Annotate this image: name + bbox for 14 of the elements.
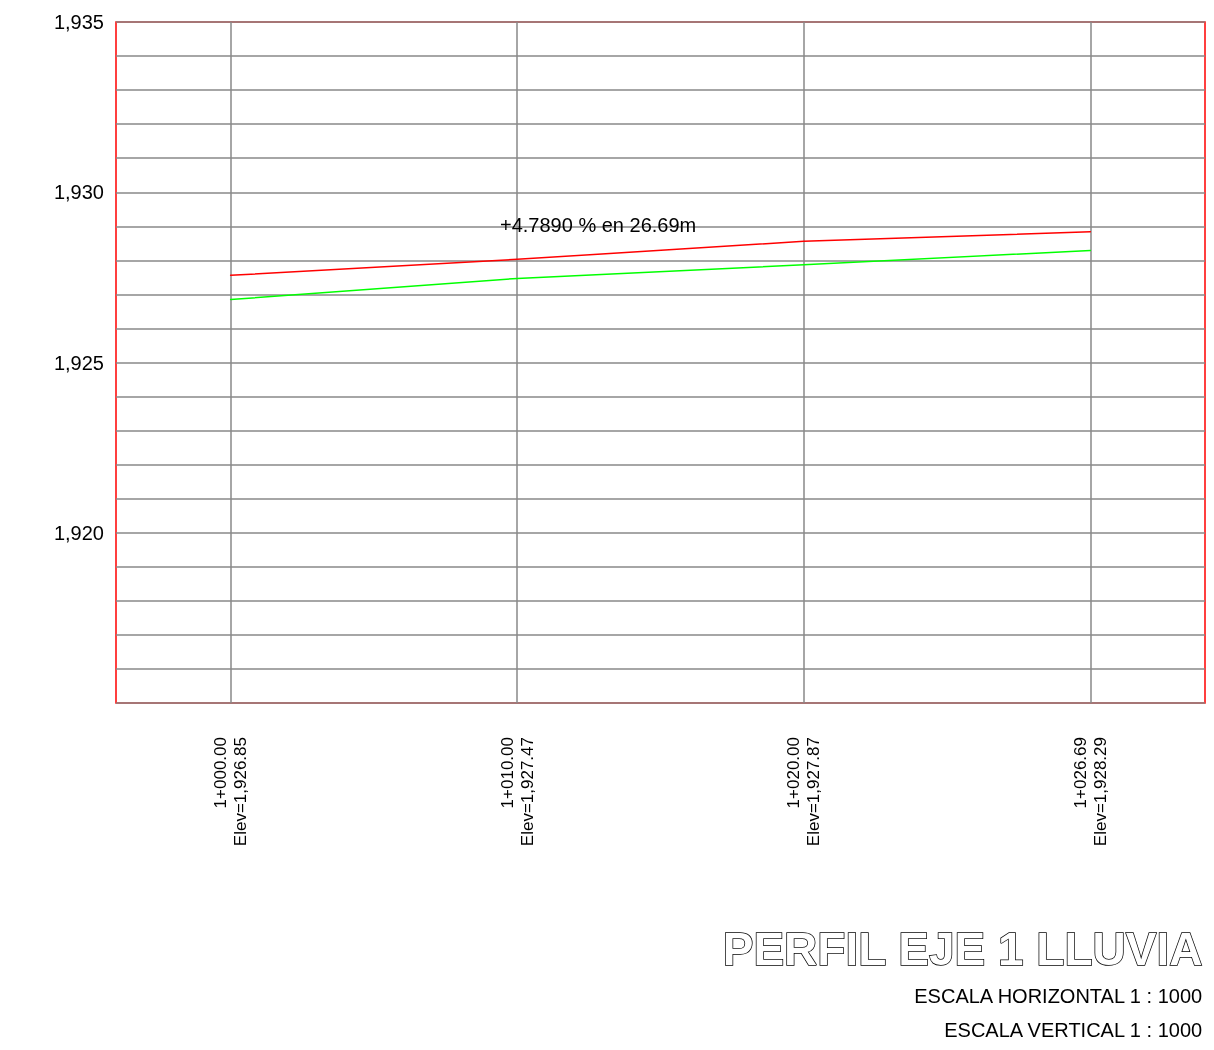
text: ESCALA HORIZONTAL 1 : 1000 <box>914 985 1203 1007</box>
annotation: +4.7890 % en 26.69m <box>500 214 697 236</box>
text: ESCALA VERTICAL 1 : 1000 <box>944 1019 1203 1041</box>
x-tick-label: 1+020.00 Elev=1,927.87 <box>784 737 824 847</box>
y-tick-label: 1,920 <box>53 521 104 544</box>
y-tick-label: 1,925 <box>53 351 104 374</box>
line-series <box>229 231 1092 277</box>
text: PERFIL EJE 1 LLUVIA <box>722 922 1203 975</box>
y-tick-label: 1,930 <box>53 181 104 204</box>
x-tick-label: 1+000.00 Elev=1,926.85 <box>211 737 251 847</box>
y-tick-label: 1,935 <box>53 11 104 33</box>
x-tick-label: 1+026.69 Elev=1,928.29 <box>1070 737 1110 847</box>
x-tick-label: 1+010.00 Elev=1,927.47 <box>497 737 537 847</box>
line-series <box>229 249 1092 301</box>
